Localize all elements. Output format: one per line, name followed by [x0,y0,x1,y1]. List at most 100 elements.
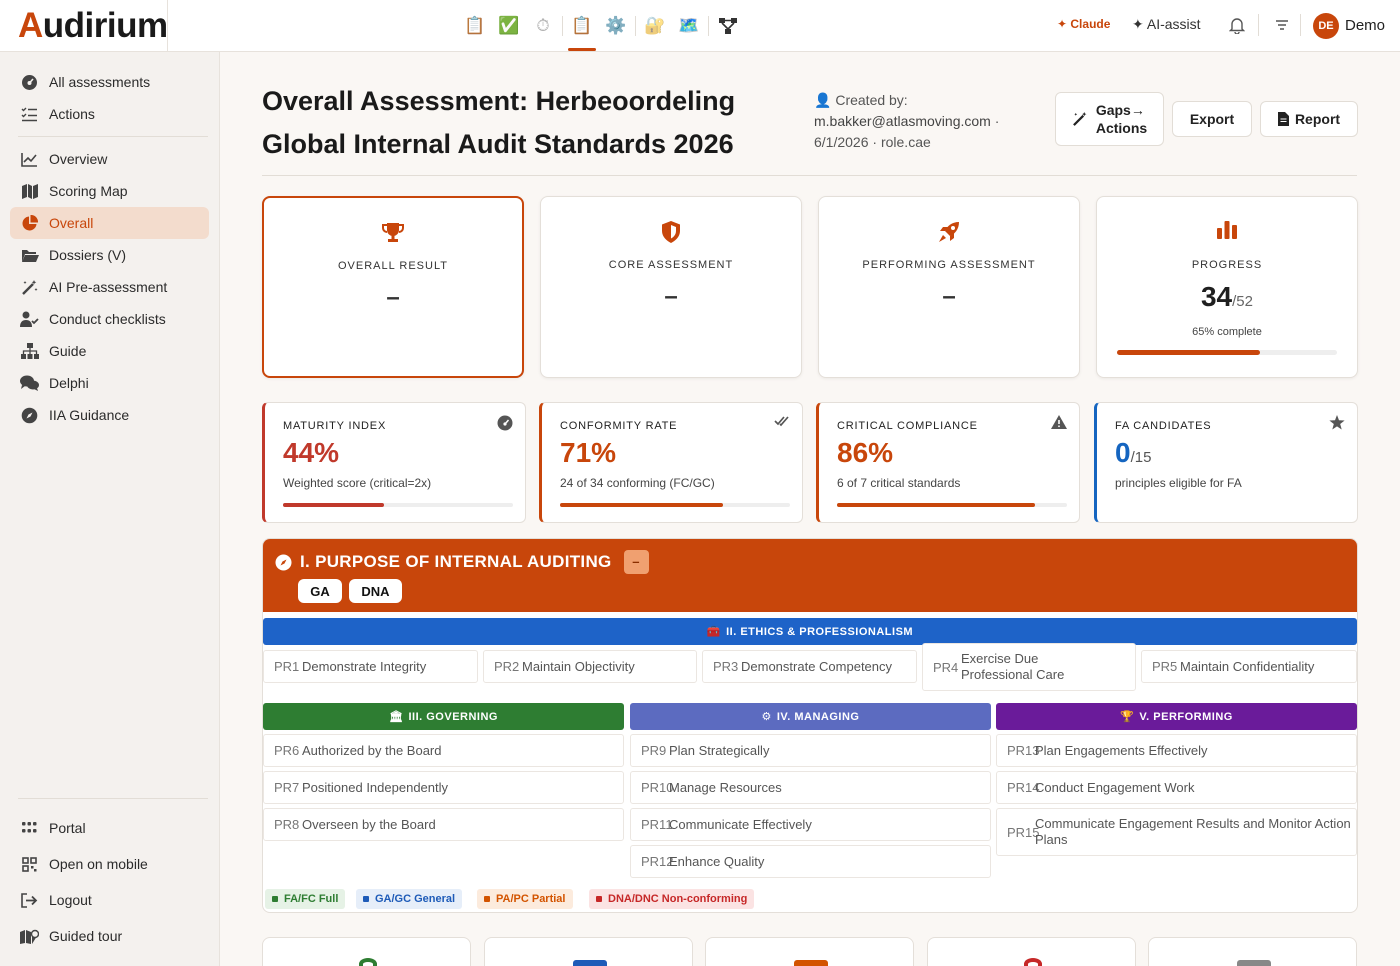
pie-chart-icon [20,214,39,233]
page-title-line1: Overall Assessment: Herbeoordeling [262,86,736,116]
sliders-icon[interactable] [1275,18,1289,32]
sidebar-item-guided-tour[interactable]: Guided tour [10,920,209,952]
gaps-actions-button[interactable]: Gaps→ Actions [1055,92,1164,146]
principle-cell[interactable]: PR7 Positioned Independently [263,771,624,804]
principle-cell[interactable]: PR1 Demonstrate Integrity [263,650,478,683]
divider [562,16,563,36]
bell-icon[interactable] [1229,16,1245,34]
principle-cell[interactable]: PR2 Maintain Objectivity [483,650,697,683]
sidebar: All assessments Actions Overview Scoring… [0,52,220,966]
gear-icon[interactable]: ⚙️ [605,16,627,35]
page-title: Overall Assessment: Herbeoordeling Globa… [262,80,792,166]
app-logo[interactable]: Audirium [18,6,168,45]
kpi-value-number: 44% [283,437,340,468]
principle-cell[interactable]: PR12 Enhance Quality [630,845,991,878]
rating-pill-dna[interactable]: DNA [349,579,402,603]
claude-button[interactable]: ✦ Claude [1057,17,1111,31]
user-check-icon [20,310,39,329]
ai-assist-button[interactable]: ✦ AI-assist [1132,16,1201,32]
principle-name: Authorized by the Board [302,742,442,758]
domain-title-text: II. ETHICS & PROFESSIONALISM [726,625,914,638]
kpi-value-suffix: /15 [1130,449,1152,466]
sidebar-item-iia-guidance[interactable]: IIA Guidance [10,399,209,431]
principle-cell[interactable]: PR14 Conduct Engagement Work [996,771,1357,804]
created-by-label: Created by: [835,92,908,108]
conformity-rate-card[interactable]: CONFORMITY RATE 71% 24 of 34 conforming … [539,402,803,523]
sidebar-item-all-assessments[interactable]: All assessments [10,66,209,98]
stopwatch-icon[interactable]: ⏱ [536,16,550,35]
checkmark-icon[interactable]: ✅ [498,16,520,35]
export-button[interactable]: Export [1172,101,1252,137]
sidebar-item-ai-pre-assessment[interactable]: AI Pre-assessment [10,271,209,303]
principle-code: PR14 [1007,780,1040,795]
core-assessment-card[interactable]: CORE ASSESSMENT – [540,196,802,378]
domain-bar-ethics[interactable]: 🧰 II. ETHICS & PROFESSIONALISM [263,618,1357,645]
principle-cell[interactable]: PR3 Demonstrate Competency [702,650,917,683]
principle-cell[interactable]: PR15 Communicate Engagement Results and M… [996,808,1357,856]
sidebar-item-label: Dossiers (V) [49,247,127,263]
avatar[interactable]: DE [1313,13,1339,39]
maturity-index-card[interactable]: MATURITY INDEX 44% Weighted score (criti… [262,402,526,523]
principle-name: Communicate Effectively [669,816,812,832]
card-label: PERFORMING ASSESSMENT [862,259,1036,271]
sidebar-item-label: Guided tour [49,928,123,944]
separator-dot: · [872,134,878,150]
gauge-icon [497,415,513,431]
fa-candidates-card[interactable]: FA CANDIDATES 0/15 principles eligible f… [1094,402,1358,523]
principle-code: PR3 [713,659,739,674]
trophy-icon: 🏆 [1120,711,1135,723]
shield-icon [541,221,801,243]
principle-cell[interactable]: PR10 Manage Resources [630,771,991,804]
divider [167,0,168,52]
sidebar-item-actions[interactable]: Actions [10,98,209,130]
principle-cell[interactable]: PR6 Authorized by the Board [263,734,624,767]
clipboard-icon[interactable]: 📋 [464,16,486,35]
bank-icon: 🏛 [389,711,404,723]
sidebar-item-guide[interactable]: Guide [10,335,209,367]
sidebar-item-delphi[interactable]: Delphi [10,367,209,399]
principle-cell[interactable]: PR9 Plan Strategically [630,734,991,767]
overall-result-card[interactable]: OVERALL RESULT – [262,196,524,378]
progress-total: /52 [1232,293,1253,310]
kpi-subtext: 24 of 34 conforming (FC/GC) [560,476,715,490]
domain-bar-managing[interactable]: ⚙ IV. MANAGING [630,703,991,730]
sidebar-item-overview[interactable]: Overview [10,143,209,175]
logout-icon [20,891,39,910]
principle-name: Enhance Quality [669,853,765,869]
principle-code: PR6 [274,743,300,758]
rating-pill-ga[interactable]: GA [298,579,342,603]
clipboard-active-icon[interactable]: 📋 [565,12,599,51]
sidebar-item-conduct-checklists[interactable]: Conduct checklists [10,303,209,335]
principle-cell[interactable]: PR5 Maintain Confidentiality [1141,650,1357,683]
domain-panel: I. PURPOSE OF INTERNAL AUDITING – GA DNA… [262,538,1358,913]
list-check-icon [20,105,39,124]
sidebar-item-open-on-mobile[interactable]: Open on mobile [10,848,209,880]
principle-cell[interactable]: PR4 Exercise Due Professional Care [922,643,1136,691]
divider [1300,14,1301,36]
sidebar-item-dossiers[interactable]: Dossiers (V) [10,239,209,271]
critical-compliance-card[interactable]: CRITICAL COMPLIANCE 86% 6 of 7 critical … [816,402,1080,523]
card-label: PROGRESS [1191,259,1263,271]
map-icon[interactable]: 🗺️ [678,16,700,35]
folder-lock-icon[interactable]: 🔐 [644,16,666,35]
performing-assessment-card[interactable]: PERFORMING ASSESSMENT – [818,196,1080,378]
principle-code: PR5 [1152,659,1178,674]
domain-bar-governing[interactable]: 🏛 III. GOVERNING [263,703,624,730]
principle-cell[interactable]: PR13 Plan Engagements Effectively [996,734,1357,767]
sidebar-item-logout[interactable]: Logout [10,884,209,916]
network-icon[interactable] [711,12,745,40]
sidebar-item-portal[interactable]: Portal [10,812,209,844]
report-button[interactable]: Report [1260,101,1358,137]
legend-item: GA/GC General [356,889,463,909]
sidebar-item-label: Portal [49,820,86,836]
domain-bar-performing[interactable]: 🏆 V. PERFORMING [996,703,1357,730]
gaps-label: Gaps→ [1095,102,1145,118]
sidebar-item-overall[interactable]: Overall [10,207,209,239]
sidebar-item-scoring-map[interactable]: Scoring Map [10,175,209,207]
progress-card[interactable]: PROGRESS 34/52 65% complete [1096,196,1358,378]
principle-code: PR8 [274,817,300,832]
principle-cell[interactable]: PR8 Overseen by the Board [263,808,624,841]
principle-cell[interactable]: PR11 Communicate Effectively [630,808,991,841]
user-name[interactable]: Demo [1345,17,1386,34]
magic-wand-icon [20,278,39,297]
